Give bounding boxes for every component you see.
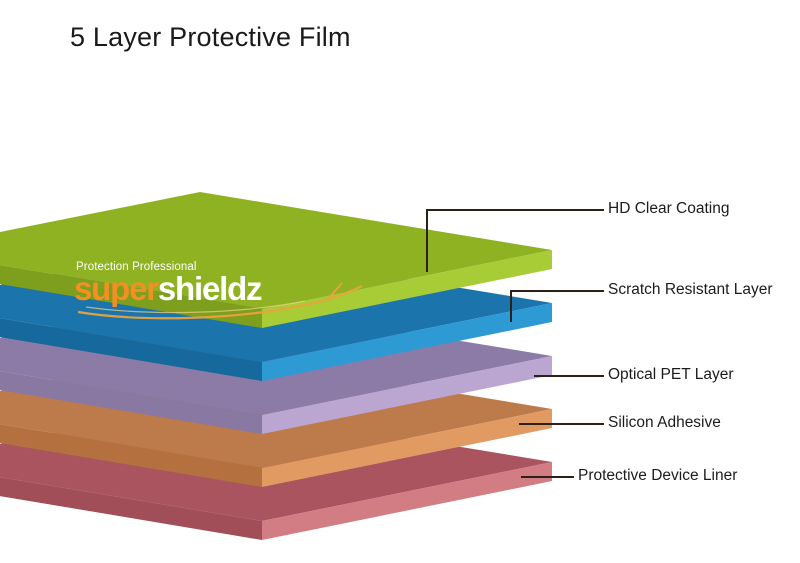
coating-front-right-face	[262, 250, 552, 328]
scratch-front-right-face	[262, 303, 552, 381]
label-silicon-adhesive: Silicon Adhesive	[608, 414, 721, 431]
brand-wordmark-shieldz: shieldz	[157, 270, 263, 307]
brand-swoosh-tail-icon	[326, 282, 343, 301]
label-hd-clear-coating: HD Clear Coating	[608, 200, 730, 217]
label-protective-device-liner: Protective Device Liner	[578, 467, 738, 484]
coating-top-face	[0, 192, 552, 309]
scratch-front-left-face	[0, 318, 262, 381]
page-title: 5 Layer Protective Film	[70, 22, 351, 52]
brand-swoosh-highlight-icon	[85, 300, 306, 314]
adhesive-front-right-face	[262, 409, 552, 487]
brand-tagline: Protection Professional	[76, 261, 197, 273]
layer-hd-clear-coating	[0, 192, 552, 328]
label-scratch-resistant: Scratch Resistant Layer	[608, 281, 773, 298]
liner-front-left-face	[0, 477, 262, 540]
adhesive-front-left-face	[0, 424, 262, 487]
label-optical-pet: Optical PET Layer	[608, 366, 734, 383]
liner-front-right-face	[262, 462, 552, 540]
leader-lines	[426, 209, 604, 478]
leader-scratch-resistant	[510, 290, 604, 322]
brand-wordmark-super: super	[74, 270, 159, 307]
brand-wordmark: supershieldz	[74, 270, 263, 307]
leader-hd-clear-coating	[426, 209, 604, 272]
pet-front-right-face	[262, 356, 552, 434]
pet-front-left-face	[0, 371, 262, 434]
brand-swoosh-icon	[77, 285, 363, 320]
